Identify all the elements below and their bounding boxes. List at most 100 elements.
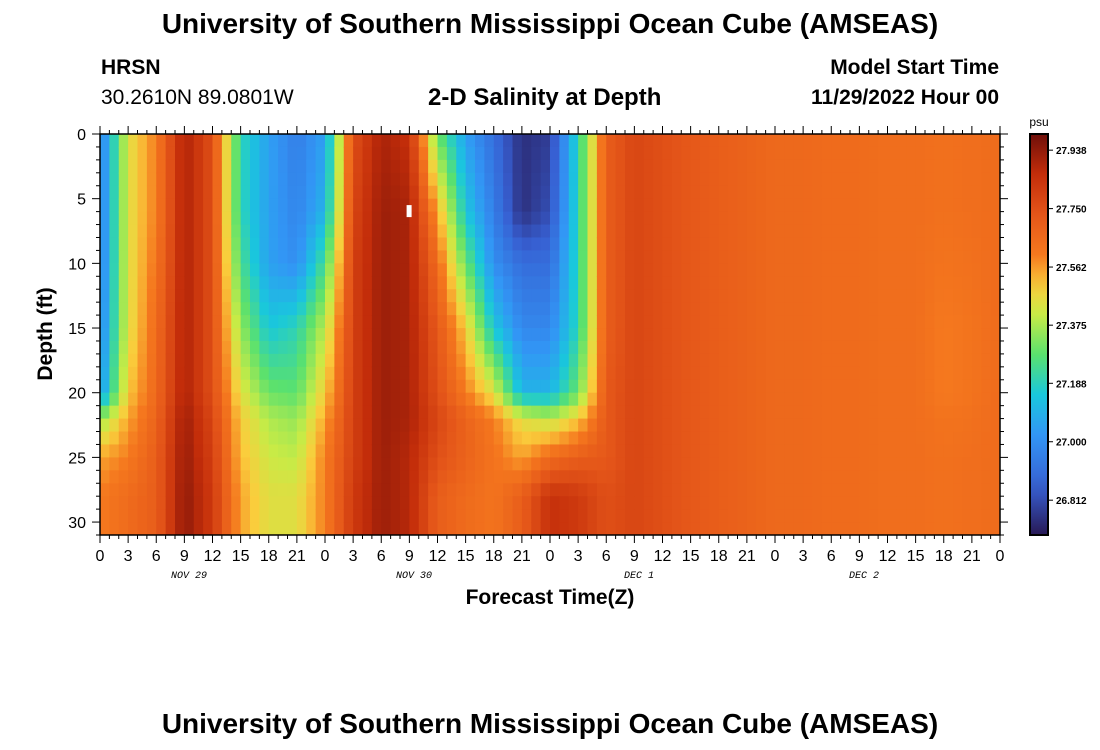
heatmap-cell xyxy=(784,431,795,446)
heatmap-cell xyxy=(596,509,607,523)
heatmap-cell xyxy=(503,522,514,535)
heatmap-cell xyxy=(475,134,485,148)
heatmap-cell xyxy=(718,185,729,200)
heatmap-cell xyxy=(859,470,870,484)
heatmap-cell xyxy=(390,444,401,458)
heatmap-cell xyxy=(128,379,139,394)
heatmap-cell xyxy=(278,431,289,446)
heatmap-cell xyxy=(681,522,692,535)
heatmap-cell xyxy=(653,509,664,523)
heatmap-cell xyxy=(953,237,964,252)
heatmap-cell xyxy=(850,224,860,239)
heatmap-cell xyxy=(709,172,720,187)
heatmap-cell xyxy=(531,418,542,433)
heatmap-cell xyxy=(615,276,626,290)
heatmap-cell xyxy=(568,237,579,252)
heatmap-cell xyxy=(540,496,551,510)
heatmap-cell xyxy=(606,263,617,277)
heatmap-cell xyxy=(315,263,326,277)
heatmap-cell xyxy=(465,483,476,497)
heatmap-cell xyxy=(465,302,476,316)
heatmap-cell xyxy=(521,470,532,484)
heatmap-cell xyxy=(446,276,457,290)
heatmap-cell xyxy=(390,353,401,368)
heatmap-cell xyxy=(953,328,964,342)
heatmap-cell xyxy=(212,444,223,458)
heatmap-cell xyxy=(278,483,289,497)
heatmap-cell xyxy=(165,289,176,303)
heatmap-cell xyxy=(475,185,485,200)
heatmap-cell xyxy=(315,315,326,329)
heatmap-cell xyxy=(287,457,298,471)
heatmap-cell xyxy=(559,431,570,446)
heatmap-cell xyxy=(503,353,514,368)
heatmap-cell xyxy=(503,405,514,420)
heatmap-cell xyxy=(962,289,973,303)
heatmap-cell xyxy=(559,457,570,471)
heatmap-cell xyxy=(756,263,767,277)
heatmap-cell xyxy=(953,470,964,484)
heatmap-cell xyxy=(446,198,457,213)
heatmap-cell xyxy=(493,366,504,381)
heatmap-cell xyxy=(925,250,935,264)
heatmap-cell xyxy=(737,496,748,510)
heatmap-cell xyxy=(146,405,157,420)
heatmap-cell xyxy=(700,263,710,277)
heatmap-cell xyxy=(484,276,495,290)
heatmap-cell xyxy=(231,353,242,368)
heatmap-cell xyxy=(240,470,251,484)
heatmap-cell xyxy=(100,431,110,446)
heatmap-cell xyxy=(165,405,176,420)
heatmap-cell xyxy=(606,483,617,497)
colorbar-tick-label: 27.750 xyxy=(1056,205,1087,216)
heatmap-cell xyxy=(343,444,354,458)
heatmap-cell xyxy=(156,289,167,303)
heatmap-cell xyxy=(709,237,720,252)
heatmap-cell xyxy=(184,379,195,394)
heatmap-cell xyxy=(925,276,935,290)
heatmap-cell xyxy=(418,328,429,342)
heatmap-cell xyxy=(690,289,701,303)
heatmap-cell xyxy=(175,198,185,213)
heatmap-cell xyxy=(193,444,204,458)
heatmap-cell xyxy=(465,522,476,535)
heatmap-cell xyxy=(156,340,167,355)
heatmap-cell xyxy=(756,496,767,510)
heatmap-cell xyxy=(953,457,964,471)
heatmap-cell xyxy=(934,340,945,355)
heatmap-cell xyxy=(728,522,739,535)
heatmap-cell xyxy=(868,263,879,277)
heatmap-cell xyxy=(671,159,682,174)
heatmap-cell xyxy=(371,224,382,239)
heatmap-cell xyxy=(203,405,214,420)
heatmap-cell xyxy=(503,237,514,252)
heatmap-cell xyxy=(887,302,898,316)
heatmap-cell xyxy=(521,379,532,394)
heatmap-cell xyxy=(587,496,598,510)
heatmap-cell xyxy=(887,509,898,523)
heatmap-cell xyxy=(671,250,682,264)
heatmap-cell xyxy=(540,522,551,535)
heatmap-cell xyxy=(100,211,110,226)
heatmap-cell xyxy=(484,289,495,303)
heatmap-cell xyxy=(559,470,570,484)
heatmap-cell xyxy=(362,185,373,200)
heatmap-cell xyxy=(118,276,129,290)
heatmap-cell xyxy=(325,224,335,239)
heatmap-cell xyxy=(521,237,532,252)
heatmap-cell xyxy=(821,237,832,252)
heatmap-cell xyxy=(334,379,345,394)
heatmap-cell xyxy=(634,444,645,458)
heatmap-cell xyxy=(878,237,889,252)
heatmap-cell xyxy=(568,289,579,303)
heatmap-cell xyxy=(990,366,1000,381)
heatmap-cell xyxy=(278,470,289,484)
heatmap-cell xyxy=(521,185,532,200)
heatmap-cell xyxy=(728,444,739,458)
heatmap-cell xyxy=(446,483,457,497)
heatmap-cell xyxy=(634,198,645,213)
heatmap-cell xyxy=(371,289,382,303)
heatmap-cell xyxy=(203,276,214,290)
x-tick-label: 3 xyxy=(574,548,583,565)
heatmap-cell xyxy=(456,250,467,264)
